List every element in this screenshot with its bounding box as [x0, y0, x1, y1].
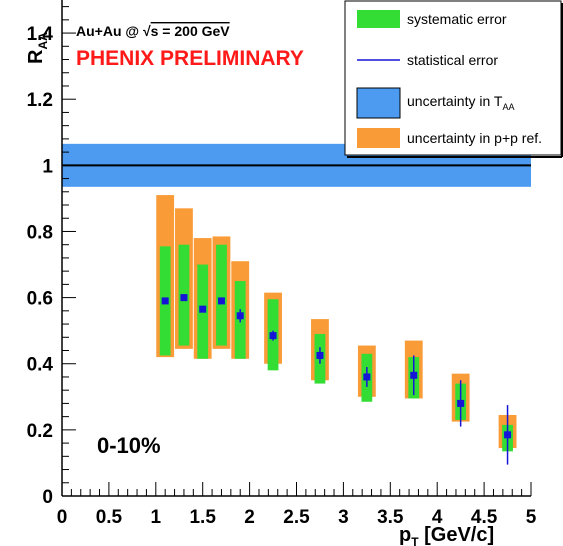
legend-ppref-swatch [357, 128, 400, 148]
x-axis-tick-labels: 0 0.5 1 1.5 2 2.5 3 3.5 4 4.5 5 [57, 507, 537, 528]
legend-systematic-label: systematic error [407, 11, 507, 27]
data-point [199, 305, 207, 313]
x-tick-label: 5 [526, 507, 537, 528]
x-tick-label: 3 [338, 507, 349, 528]
centrality-label: 0-10% [97, 433, 161, 458]
x-axis-title: pT [GeV/c] [399, 524, 494, 546]
y-tick-label: 0.4 [27, 355, 54, 376]
y-axis-ticks [62, 6, 76, 497]
x-tick-label: 0 [57, 507, 68, 528]
y-tick-label: 1.2 [27, 90, 53, 111]
data-point [457, 399, 465, 407]
y-tick-label: 1.4 [27, 24, 54, 45]
x-tick-label: 4.5 [471, 507, 498, 528]
data-point [316, 351, 324, 359]
y-tick-label: 0 [42, 487, 53, 508]
x-tick-label: 2.5 [283, 507, 310, 528]
y-tick-label: 0.8 [27, 222, 53, 243]
data-point [161, 297, 169, 305]
data-point [217, 297, 225, 305]
x-tick-label: 1 [151, 507, 162, 528]
preliminary-label: PHENIX PRELIMINARY [76, 47, 304, 70]
y-tick-label: 1 [42, 156, 53, 177]
x-tick-label: 1.5 [189, 507, 216, 528]
x-tick-label: 4 [432, 507, 443, 528]
data-points [161, 294, 512, 439]
x-tick-label: 2 [244, 507, 255, 528]
legend-taa-label: uncertainty in TAA [407, 93, 514, 112]
legend-ppref-label: uncertainty in p+p ref. [407, 130, 542, 146]
data-point [410, 371, 418, 379]
y-tick-label: 0.2 [27, 421, 53, 442]
collision-system-label: Au+Au @ √s = 200 GeV [76, 23, 230, 39]
sqrt-symbol: √ [143, 23, 151, 39]
legend: systematic error statistical error uncer… [344, 0, 563, 158]
data-point [236, 312, 244, 320]
collision-energy: s = 200 GeV [151, 23, 231, 39]
legend-statistical-label: statistical error [407, 52, 498, 68]
systematic-box [216, 244, 227, 346]
data-point [363, 373, 371, 381]
legend-systematic-swatch [357, 10, 400, 28]
y-tick-label: 0.6 [27, 289, 53, 310]
data-point [180, 294, 188, 302]
y-axis-title: RAA [25, 32, 50, 64]
data-point [269, 332, 277, 340]
x-tick-label: 0.5 [96, 507, 123, 528]
x-tick-label: 3.5 [377, 507, 404, 528]
legend-taa-swatch [356, 87, 401, 119]
data-point [504, 431, 512, 439]
y-axis-tick-labels: 0 0.2 0.4 0.6 0.8 1 1.2 1.4 [27, 24, 54, 508]
x-axis-ticks [61, 482, 532, 496]
